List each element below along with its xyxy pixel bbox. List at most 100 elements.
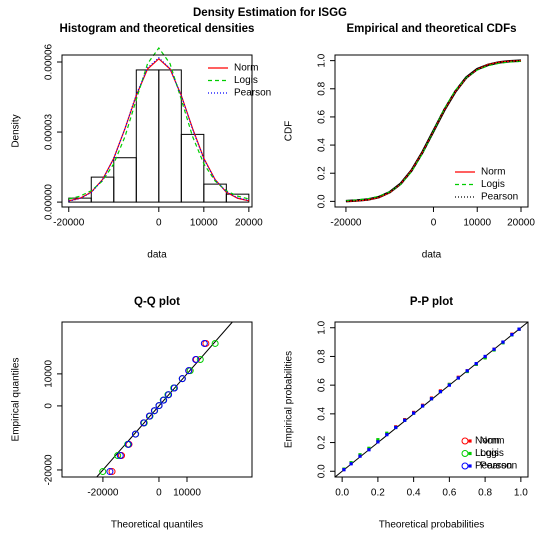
y-tick-label: 0.00003 [44, 114, 55, 151]
legend-label: Logis [481, 179, 505, 190]
point [483, 354, 487, 359]
legend-label: Logis [480, 448, 504, 459]
main-title: Density Estimation for ISGG [193, 7, 347, 19]
x-tick-label: 0 [431, 218, 437, 229]
reference-line [96, 321, 233, 478]
point [196, 355, 204, 363]
point [376, 438, 380, 442]
point [349, 462, 353, 466]
x-tick-label: -20000 [87, 488, 119, 499]
point [150, 407, 158, 415]
y-tick-label: 0.2 [317, 435, 328, 449]
fitted-curve [68, 56, 249, 202]
point [211, 339, 219, 347]
point [124, 440, 132, 448]
y-tick-label: -20000 [44, 454, 55, 486]
point [367, 448, 371, 452]
x-axis-label: data [422, 250, 442, 261]
x-axis-label: data [147, 250, 167, 261]
point [394, 425, 398, 430]
panel-title: P-P plot [410, 296, 453, 308]
point [342, 468, 346, 472]
legend-swatch [468, 464, 472, 468]
panel-title: Q-Q plot [134, 296, 180, 308]
point [403, 418, 407, 422]
y-tick-label: 0.8 [317, 81, 328, 95]
point [160, 396, 168, 404]
legend-label: Norm [481, 167, 505, 178]
y-tick-label: 0 [44, 403, 55, 409]
point [517, 327, 521, 331]
point [412, 411, 416, 415]
y-tick-label: 0.2 [317, 166, 328, 180]
fitted-curve [68, 46, 249, 200]
legend-label: Logis [234, 75, 258, 86]
point [114, 452, 122, 460]
x-tick-label: 0.0 [335, 488, 349, 499]
x-tick-label: 0 [156, 488, 162, 499]
x-tick-label: 0.6 [442, 488, 456, 499]
x-tick-label: 20000 [235, 218, 263, 229]
x-tick-label: 10000 [463, 218, 491, 229]
legend-label: Norm [234, 63, 258, 74]
point [510, 333, 514, 337]
y-tick-label: 1.0 [317, 53, 328, 67]
panel-title: Histogram and theoretical densities [60, 23, 255, 35]
point [492, 347, 496, 351]
histogram-bar [203, 183, 227, 203]
point [155, 402, 163, 410]
plot-box [334, 321, 529, 478]
fitted-curve [345, 60, 522, 202]
point [131, 430, 139, 438]
y-tick-label: 0.8 [317, 349, 328, 363]
point [200, 339, 208, 347]
y-tick-label: 0.0 [317, 464, 328, 478]
plot-box [61, 321, 253, 478]
point [106, 468, 114, 476]
y-tick-label: 0.00000 [44, 184, 55, 221]
legend-label: Pearson [480, 461, 517, 472]
point [465, 369, 469, 373]
x-axis-label: Theoretical probabilities [379, 520, 485, 531]
legend-swatch [468, 451, 472, 456]
point [145, 412, 153, 420]
y-axis-label: Empirical quantiles [11, 358, 22, 442]
point [474, 362, 478, 366]
y-axis-label: Empirical probabilities [284, 351, 295, 448]
legend-label: Norm [475, 436, 499, 447]
point [140, 419, 148, 427]
x-tick-label: 10000 [190, 218, 218, 229]
point [170, 384, 178, 392]
point [429, 397, 434, 401]
y-tick-label: 0.00006 [44, 43, 55, 80]
y-tick-label: 0.6 [317, 110, 328, 124]
histogram-bar [180, 133, 205, 203]
x-tick-label: 0.2 [371, 488, 385, 499]
point [447, 383, 451, 387]
x-tick-label: -20000 [53, 218, 85, 229]
legend-swatch [461, 450, 469, 457]
y-tick-label: 0.6 [317, 378, 328, 392]
fitted-curve [345, 60, 522, 202]
x-tick-label: 20000 [507, 218, 535, 229]
point [456, 376, 460, 380]
point [99, 468, 107, 476]
y-tick-label: 0.4 [317, 138, 328, 152]
point [376, 440, 380, 444]
y-tick-label: 0.0 [317, 194, 328, 208]
legend-label: Pearson [234, 88, 271, 99]
point [116, 452, 124, 460]
x-tick-label: 0.4 [407, 488, 421, 499]
x-axis-label: Theoretical quantiles [111, 520, 203, 531]
point [165, 391, 173, 399]
y-tick-label: 1.0 [317, 320, 328, 334]
plot-box [334, 54, 529, 208]
panel-title: Empirical and theoretical CDFs [347, 23, 517, 35]
y-tick-label: 10000 [44, 360, 55, 388]
plot-box [61, 54, 253, 208]
x-tick-label: 0.8 [478, 488, 492, 499]
legend-label: Pearson [481, 192, 518, 203]
legend-label: Norm [480, 436, 504, 447]
